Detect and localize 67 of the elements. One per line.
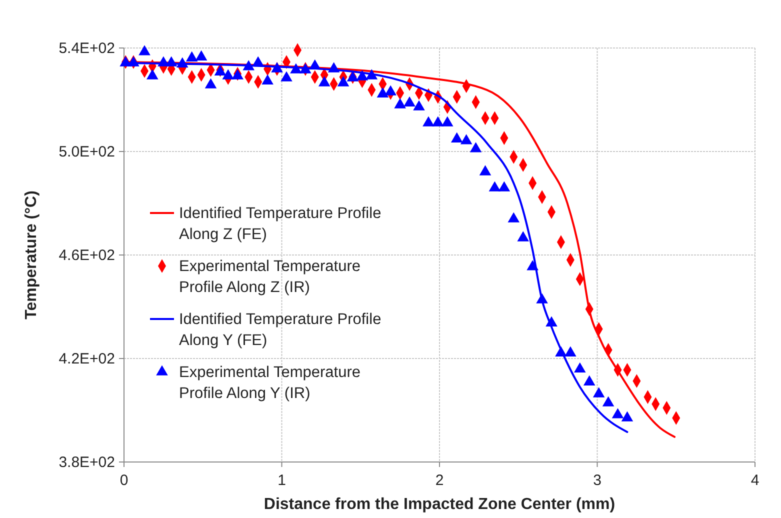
point	[536, 293, 548, 304]
point	[128, 56, 140, 66]
point	[583, 375, 596, 386]
legend-label: Identified Temperature Profile Along Y (FE)	[179, 311, 382, 349]
point	[404, 96, 416, 107]
point	[262, 74, 274, 85]
point	[300, 63, 312, 74]
point	[232, 69, 244, 80]
point	[242, 60, 255, 70]
point	[450, 132, 463, 142]
point	[564, 346, 576, 356]
legend-label: Identified Temperature Profile Along Z (FE)	[179, 205, 382, 243]
point	[146, 69, 158, 80]
point	[318, 76, 330, 86]
y-tick-label: 5.0E+02	[58, 144, 115, 160]
y-axis-title: Temperature (°C)	[23, 190, 40, 320]
x-axis-title: Distance from the Impacted Zone Center (mm)	[264, 496, 616, 513]
point	[470, 142, 482, 152]
point	[384, 85, 396, 96]
y-tick-label: 4.2E+02	[58, 350, 115, 368]
point	[222, 69, 234, 80]
point	[488, 181, 501, 192]
point	[546, 316, 558, 326]
point	[346, 71, 359, 82]
y-tick-label: 5.4E+02	[58, 40, 115, 57]
x-tick-label: 3	[593, 472, 602, 489]
point	[176, 57, 188, 68]
point	[394, 98, 406, 108]
point	[432, 116, 444, 126]
point	[165, 56, 178, 66]
point	[602, 396, 614, 406]
point	[280, 71, 292, 82]
point	[508, 212, 520, 222]
point	[308, 59, 321, 70]
point	[422, 116, 434, 126]
y-tick-label: 4.6E+02	[58, 247, 115, 264]
point	[498, 181, 510, 192]
x-tick-label: 4	[750, 472, 760, 489]
point	[195, 50, 208, 60]
point	[479, 165, 492, 176]
x-tick-label: 0	[120, 472, 128, 489]
point	[413, 100, 425, 110]
x-tick-label: 2	[435, 472, 444, 489]
point	[574, 362, 586, 373]
point	[204, 78, 217, 88]
point	[555, 346, 567, 356]
legend-label: Experimental Temperature Profile Along Z (IR)	[179, 258, 360, 296]
point	[271, 62, 283, 72]
point	[252, 56, 264, 66]
point	[592, 387, 605, 398]
y-tick-label: 3.8E+02	[58, 454, 115, 471]
point	[526, 260, 538, 270]
point	[366, 69, 378, 80]
point	[460, 134, 472, 144]
point	[376, 87, 389, 98]
point	[138, 45, 150, 56]
legend-label: Experimental Temperature Profile Along Y (IR)	[179, 364, 360, 402]
point	[337, 76, 350, 86]
point	[621, 411, 634, 422]
point	[328, 62, 340, 72]
point	[517, 231, 529, 242]
point	[442, 116, 454, 126]
point	[612, 408, 624, 418]
point	[356, 70, 368, 80]
point	[186, 51, 198, 62]
point	[290, 63, 302, 74]
x-tick-label: 1	[278, 472, 286, 489]
